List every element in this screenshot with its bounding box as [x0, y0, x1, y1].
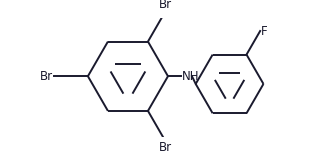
- Text: F: F: [261, 24, 267, 38]
- Text: Br: Br: [39, 70, 53, 83]
- Text: Br: Br: [159, 141, 172, 154]
- Text: NH: NH: [182, 70, 199, 83]
- Text: Br: Br: [159, 0, 172, 11]
